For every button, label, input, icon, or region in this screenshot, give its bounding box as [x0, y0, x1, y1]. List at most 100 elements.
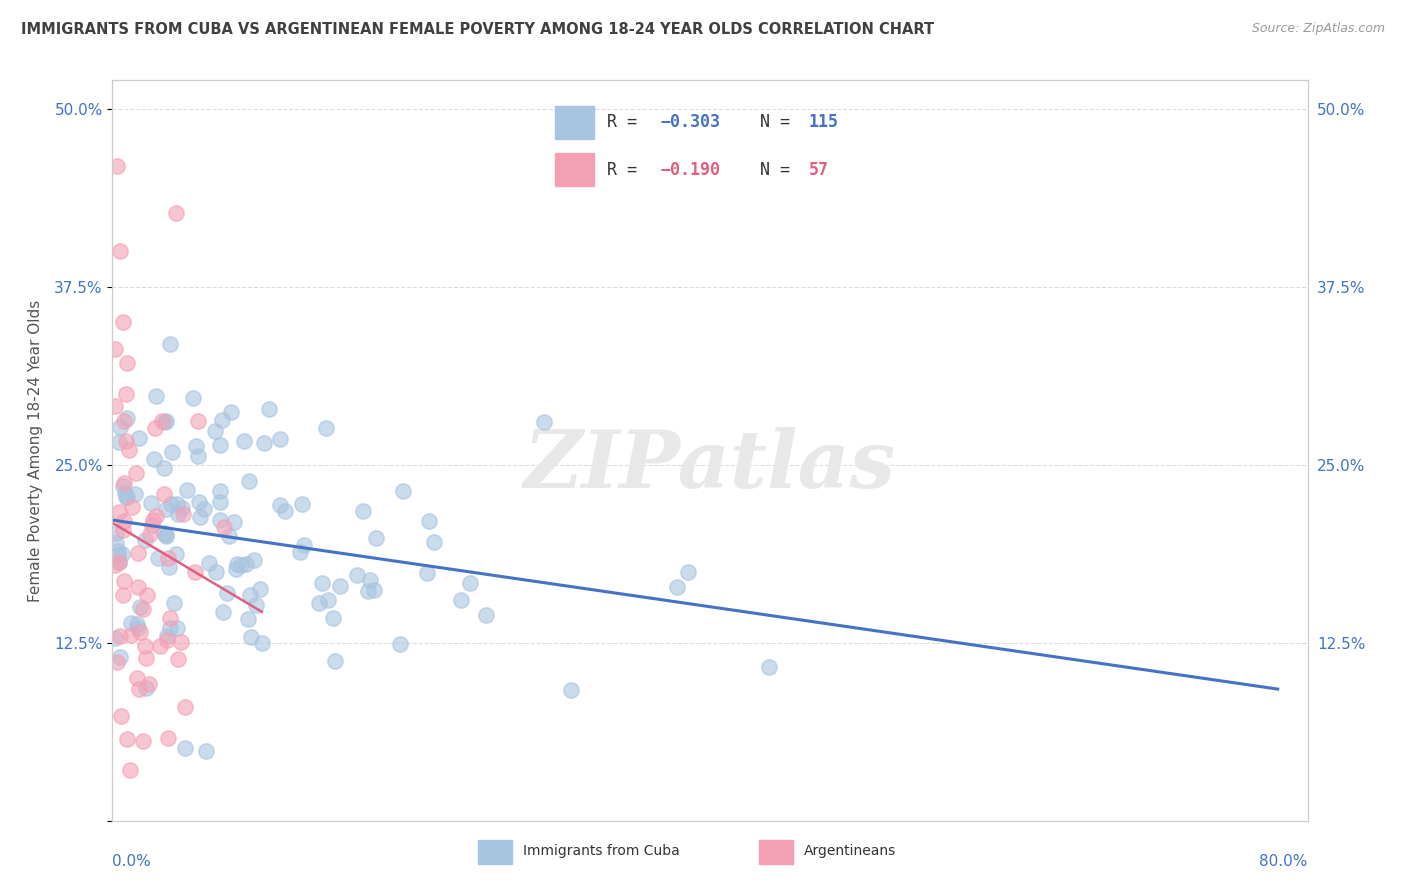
Point	[233, 434, 256, 448]
Point	[112, 413, 135, 427]
Point	[141, 513, 163, 527]
Point	[231, 558, 253, 573]
Point	[107, 543, 129, 558]
Point	[172, 507, 194, 521]
Point	[209, 484, 232, 499]
Text: R =: R =	[607, 161, 647, 178]
Point	[416, 566, 439, 580]
Point	[560, 683, 582, 698]
Point	[292, 538, 315, 552]
Text: 80.0%: 80.0%	[1260, 854, 1308, 869]
Point	[108, 505, 131, 519]
Point	[188, 495, 211, 509]
Point	[172, 500, 194, 515]
Point	[388, 637, 411, 651]
Point	[245, 599, 267, 613]
Point	[315, 420, 337, 434]
Point	[187, 414, 209, 428]
Point	[166, 497, 188, 511]
Point	[235, 558, 257, 572]
Point	[127, 621, 149, 635]
Point	[107, 548, 129, 562]
Point	[352, 503, 374, 517]
Point	[108, 244, 131, 259]
Point	[208, 513, 231, 527]
Point	[162, 445, 184, 459]
Point	[132, 734, 155, 748]
Point	[163, 596, 186, 610]
Point	[204, 565, 226, 579]
Point	[104, 399, 127, 413]
Point	[127, 581, 149, 595]
Point	[139, 496, 162, 510]
Point	[129, 600, 152, 615]
Point	[212, 519, 235, 533]
Point	[243, 553, 266, 567]
FancyBboxPatch shape	[554, 106, 595, 139]
Point	[138, 677, 160, 691]
Point	[357, 583, 380, 598]
Point	[105, 525, 128, 540]
Point	[108, 649, 131, 664]
Point	[124, 487, 146, 501]
Point	[159, 611, 181, 625]
Point	[115, 356, 138, 370]
Point	[127, 546, 149, 560]
Point	[225, 561, 247, 575]
Point	[197, 556, 219, 570]
Text: IMMIGRANTS FROM CUBA VS ARGENTINEAN FEMALE POVERTY AMONG 18-24 YEAR OLDS CORRELA: IMMIGRANTS FROM CUBA VS ARGENTINEAN FEMA…	[21, 22, 934, 37]
Point	[155, 502, 177, 516]
Point	[120, 763, 142, 777]
Point	[215, 586, 238, 600]
Point	[128, 625, 150, 640]
Point	[211, 605, 233, 619]
Point	[665, 580, 688, 594]
Text: ZIPatlas: ZIPatlas	[524, 426, 896, 504]
Point	[249, 582, 271, 596]
Point	[138, 527, 160, 541]
Point	[124, 466, 146, 480]
Point	[316, 593, 339, 607]
Point	[238, 474, 260, 488]
Point	[153, 486, 176, 500]
Point	[156, 632, 179, 647]
Point	[114, 486, 136, 500]
Point	[153, 415, 176, 429]
Text: N =: N =	[740, 161, 800, 178]
Point	[392, 484, 415, 499]
Point	[149, 639, 172, 653]
Point	[104, 558, 127, 572]
Text: 0.0%: 0.0%	[112, 854, 152, 869]
Point	[104, 535, 127, 549]
Point	[193, 501, 215, 516]
Point	[110, 709, 132, 723]
Point	[166, 651, 188, 665]
Point	[184, 565, 207, 579]
Point	[269, 498, 291, 512]
Point	[204, 424, 226, 438]
Point	[112, 475, 135, 490]
Point	[134, 533, 156, 548]
Point	[105, 655, 128, 669]
Point	[115, 386, 138, 401]
FancyBboxPatch shape	[554, 153, 595, 186]
Point	[155, 528, 177, 542]
Text: N =: N =	[740, 113, 800, 131]
Point	[165, 205, 187, 219]
Point	[128, 431, 150, 445]
Point	[159, 337, 181, 351]
Point	[364, 531, 387, 545]
Point	[108, 555, 131, 569]
Point	[174, 699, 197, 714]
Point	[253, 436, 276, 450]
Text: Argentineans: Argentineans	[804, 844, 897, 858]
Point	[359, 573, 381, 587]
Point	[111, 479, 134, 493]
Point	[159, 621, 181, 635]
Point	[134, 639, 156, 653]
Point	[142, 451, 165, 466]
Point	[219, 405, 242, 419]
Text: 115: 115	[808, 113, 839, 131]
Point	[135, 681, 157, 695]
Point	[155, 529, 177, 543]
